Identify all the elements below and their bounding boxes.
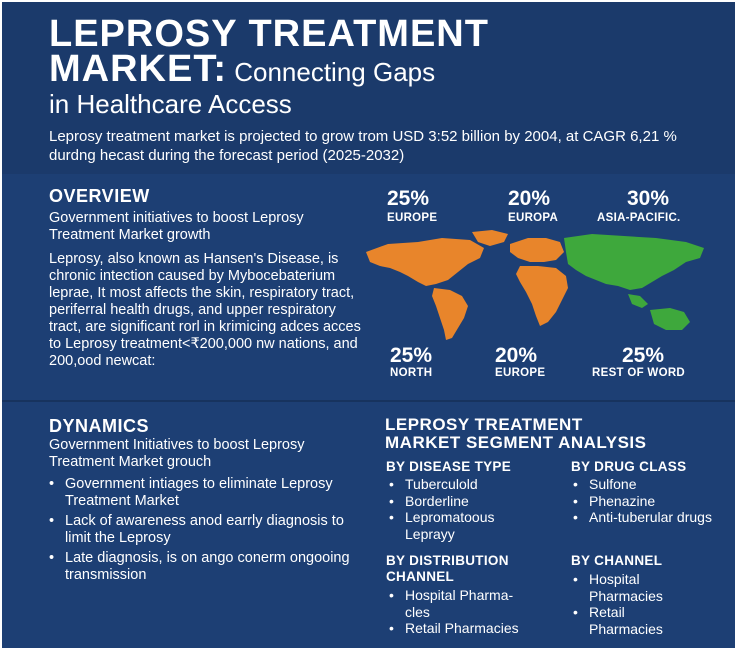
- drug-class-title: BY DRUG CLASS: [571, 459, 687, 474]
- dynamics-list: Government intiages to eliminate Leprosy…: [49, 476, 369, 587]
- region-top-3-label: ASIA-PACIFIC.: [597, 212, 681, 224]
- segment-heading-line-1: LEPROSY TREATMENT: [385, 415, 583, 434]
- region-top-2-pct: 20%: [508, 187, 551, 210]
- drug-class-item: Sulfone: [573, 476, 723, 493]
- region-bottom-1-label: NORTH: [390, 367, 433, 379]
- title-connecting-gaps: Connecting Gaps: [226, 57, 436, 87]
- region-top-2-label: EUROPA: [508, 212, 559, 224]
- dynamics-bullet: Lack of awareness anod earrly diagnosis …: [49, 513, 369, 546]
- region-bottom-3-label: REST OF WORD: [592, 367, 686, 379]
- subtitle: Leprosy treatment market is projected to…: [49, 128, 677, 164]
- overview-heading: OVERVIEW: [49, 186, 150, 206]
- region-bottom-3-pct: 25%: [622, 344, 665, 367]
- region-top-1-pct: 25%: [387, 187, 430, 210]
- disease-type-list: Tuberculold Borderline Lepromatoous Lepr…: [389, 476, 554, 542]
- segment-heading-line-2: MARKET SEGMENT ANALYSIS: [385, 433, 647, 452]
- channel-item: Hospital Pharmacies: [573, 571, 699, 604]
- map-americas-europe-africa: [366, 230, 568, 340]
- drug-class-item: Phenazine: [573, 493, 723, 510]
- distribution-item: Hospital Pharma-cles: [389, 587, 535, 620]
- region-top-1-label: EUROPE: [387, 212, 438, 224]
- title-market: MARKET:: [49, 48, 227, 90]
- drug-class-list: Sulfone Phenazine Anti-tuberular drugs: [573, 476, 723, 526]
- dynamics-bullet: Late diagnosis, is on ango conerm ongooi…: [49, 550, 369, 583]
- overview-lead: Government initiatives to boost Leprosy …: [49, 210, 304, 243]
- region-bottom-2-pct: 20%: [495, 344, 538, 367]
- world-map: [366, 230, 704, 340]
- region-bottom-2-label: EUROPE: [495, 367, 546, 379]
- disease-type-item: Lepromatoous Leprayy: [389, 509, 515, 542]
- title-line-1: LEPROSY TREATMENT: [49, 13, 489, 55]
- dynamics-lead: Government Initiatives to boost Leprosy …: [49, 437, 305, 470]
- dynamics-heading: DYNAMICS: [49, 416, 150, 436]
- title-line-2: MARKET: Connecting Gaps: [49, 50, 436, 88]
- channel-title: BY CHANNEL: [571, 553, 663, 568]
- region-bottom-1-pct: 25%: [390, 344, 433, 367]
- header-band: LEPROSY TREATMENT MARKET: Connecting Gap…: [2, 2, 735, 174]
- overview-body: Leprosy, also known as Hansen's Disease,…: [49, 251, 361, 369]
- channel-list: Hospital Pharmacies Retail Pharmacies: [573, 571, 703, 637]
- disease-type-item: Tuberculold: [389, 476, 554, 493]
- channel-item: Retail Pharmacies: [573, 604, 699, 637]
- disease-type-item: Borderline: [389, 493, 554, 510]
- title-line-3: in Healthcare Access: [49, 89, 292, 119]
- map-asia-oceania: [564, 234, 704, 330]
- section-divider: [2, 400, 735, 402]
- distribution-item: Retail Pharmacies: [389, 620, 559, 637]
- distribution-list: Hospital Pharma-cles Retail Pharmacies: [389, 587, 559, 637]
- disease-type-title: BY DISEASE TYPE: [386, 459, 512, 474]
- drug-class-item: Anti-tuberular drugs: [573, 509, 714, 526]
- dynamics-bullet: Government intiages to eliminate Leprosy…: [49, 476, 369, 509]
- region-top-3-pct: 30%: [627, 187, 670, 210]
- distribution-title: BY DISTRIBUTION CHANNEL: [386, 553, 509, 584]
